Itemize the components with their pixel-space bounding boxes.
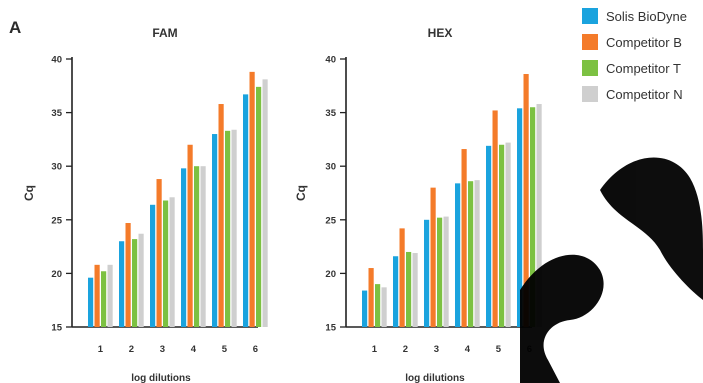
bar [523,74,529,328]
hex-chart: HEX152025303540Cq123456log dilutions [294,26,542,383]
bar [132,239,138,327]
bar [412,253,418,327]
panel-letter: A [9,18,21,37]
legend: Solis BioDyne Competitor B Competitor T Com… [582,8,687,102]
bar [181,168,187,327]
bar [406,251,412,327]
bar [150,204,156,327]
y-tick-label: 20 [325,269,336,280]
bar [125,223,131,327]
bar [262,79,268,327]
bar [163,200,169,327]
y-tick-label: 25 [51,215,62,226]
bar [225,130,231,327]
bar [455,183,461,327]
bar [169,197,175,327]
y-tick-label: 30 [51,162,62,173]
legend-label: Competitor N [606,87,683,102]
x-axis-label: log dilutions [405,373,465,383]
fam-chart: FAM 15 20 25 30 35 40 Cq 1 2 3 4 5 6 log dilutions [22,26,268,383]
bar [424,219,430,327]
y-tick-label: 40 [51,55,62,66]
bar [461,149,467,327]
y-tick-label: 25 [325,215,336,226]
y-tick-label: 40 [325,55,336,66]
bar [194,166,200,327]
x-tick-label: 1 [372,344,378,355]
bar [101,271,107,327]
bar [505,142,511,327]
y-axis-label: Cq [22,185,36,201]
watermark-graphic [520,157,703,383]
legend-label: Competitor T [606,61,681,76]
bar [530,107,536,328]
bar [536,104,542,327]
bar [156,179,162,327]
x-tick-label: 6 [253,344,258,355]
bar [486,145,492,327]
x-tick-label: 5 [222,344,228,355]
y-axis-label: Cq [294,185,308,201]
y-tick-label: 15 [51,323,62,334]
bar [430,187,436,327]
legend-swatch [582,34,598,50]
bar [119,241,125,327]
x-tick-label: 4 [191,344,197,355]
x-axis-label: log dilutions [131,373,191,383]
bar [231,129,237,327]
bar [362,290,368,327]
legend-swatch [582,86,598,102]
bar [517,108,523,327]
bar [212,134,218,327]
x-tick-label: 1 [98,344,104,355]
y-tick-label: 30 [325,162,336,173]
bar [381,287,387,327]
y-tick-label: 15 [325,323,336,334]
bar [256,86,262,327]
bar [468,181,474,327]
legend-label: Solis BioDyne [606,9,687,24]
bar [499,144,505,327]
bar [88,277,94,327]
y-tick-label: 35 [51,108,62,119]
bar [200,166,206,327]
bar [107,264,113,327]
x-tick-label: 4 [465,344,471,355]
legend-label: Competitor B [606,35,682,50]
bar [368,268,374,327]
bar [474,180,480,327]
bar [437,217,443,327]
bar [218,104,224,327]
legend-swatch [582,60,598,76]
bar [375,284,381,327]
bar [243,94,249,327]
chart-title: HEX [428,26,453,40]
bar [138,233,144,327]
chart-title: FAM [152,26,177,40]
x-tick-label: 2 [129,344,134,355]
x-tick-label: 3 [160,344,165,355]
bar [399,228,405,327]
x-tick-label: 3 [434,344,439,355]
x-tick-label: 5 [496,344,502,355]
bar [249,71,255,327]
bar [492,110,498,328]
bar [94,264,100,327]
y-tick-label: 20 [51,269,62,280]
y-tick-label: 35 [325,108,336,119]
legend-swatch [582,8,598,24]
x-tick-label: 2 [403,344,408,355]
bar [443,216,449,327]
bar [187,144,193,327]
bar [393,256,399,327]
